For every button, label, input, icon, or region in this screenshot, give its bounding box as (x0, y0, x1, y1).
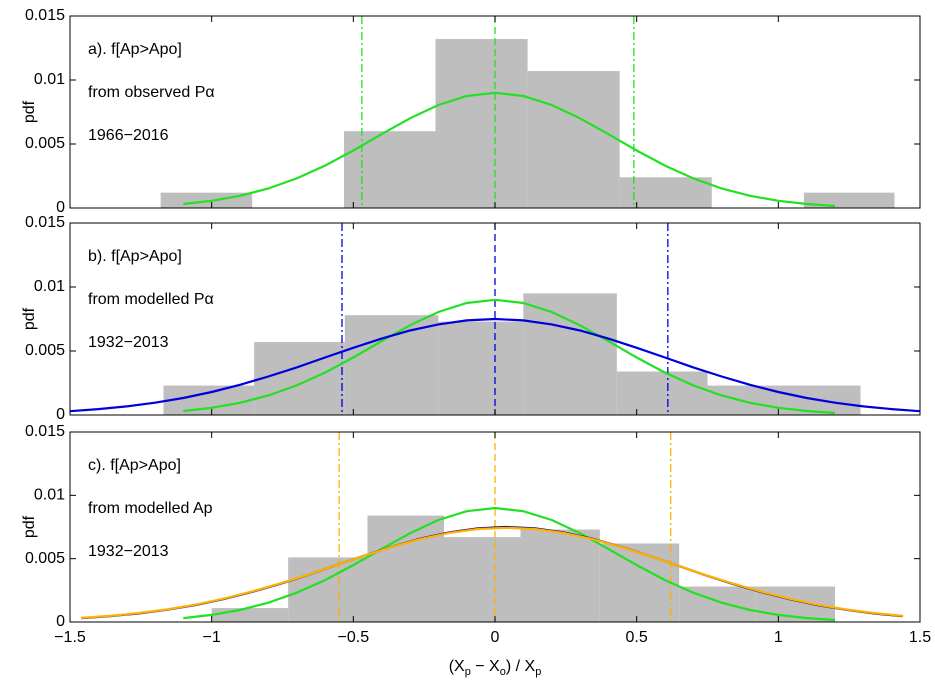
x-tick-label: 1.5 (909, 629, 931, 646)
x-axis-label-subscript: p (465, 666, 471, 678)
annotation: c). f[Ap>Apo] (88, 457, 181, 474)
x-axis-label-part: − X (471, 658, 500, 675)
pdf-curve (183, 91, 836, 208)
histogram-bar (343, 131, 436, 208)
x-axis-label: (Xp − Xo) / Xp (449, 658, 542, 678)
y-tick-label: 0 (56, 199, 65, 216)
x-tick-label: −0.5 (338, 629, 370, 646)
pdf-curve (69, 317, 921, 413)
y-tick-label: 0.015 (25, 423, 65, 440)
histogram-bar (619, 177, 712, 208)
y-axis-label: pdf (21, 515, 38, 538)
histogram-bar (803, 192, 895, 208)
histogram-bar (599, 543, 680, 622)
y-tick-label: 0.01 (34, 487, 65, 504)
x-axis-label-part: (X (449, 658, 465, 675)
x-axis-label-subscript: p (535, 666, 541, 678)
pdf-curve (183, 506, 836, 622)
y-tick-label: 0 (56, 406, 65, 423)
annotation: 1932−2013 (88, 334, 169, 351)
y-tick-label: 0.015 (25, 7, 65, 24)
y-tick-label: 0.005 (25, 342, 65, 359)
y-tick-label: 0.01 (34, 71, 65, 88)
x-axis-label-subscript: o (500, 666, 506, 678)
y-tick-label: 0.01 (34, 278, 65, 295)
y-axis-label: pdf (21, 100, 38, 123)
histogram-bar (527, 71, 620, 208)
annotation: from modelled Ap (88, 500, 213, 517)
y-tick-label: 0.005 (25, 135, 65, 152)
histogram-bar (254, 342, 345, 415)
annotation: from observed Pα (88, 84, 215, 101)
x-tick-label: 1 (774, 629, 783, 646)
x-axis-label-part: ) / X (506, 658, 536, 675)
x-tick-label: −1.5 (54, 629, 86, 646)
y-tick-label: 0.015 (25, 214, 65, 231)
x-tick-label: 0 (491, 629, 500, 646)
annotation: a). f[Ap>Apo] (88, 41, 182, 58)
histogram-bar (344, 315, 439, 415)
annotation: 1966−2016 (88, 127, 169, 144)
y-axis-label: pdf (21, 307, 38, 330)
y-tick-label: 0 (56, 613, 65, 630)
histogram-bar (367, 515, 444, 622)
histogram-bar (520, 529, 600, 622)
x-tick-label: 0.5 (626, 629, 648, 646)
histogram-bar (163, 385, 255, 415)
histogram-bar (444, 537, 521, 622)
y-tick-label: 0.005 (25, 550, 65, 567)
annotation: b). f[Ap>Apo] (88, 248, 182, 265)
annotation: from modelled Pα (88, 291, 214, 308)
histogram-bar (435, 39, 528, 208)
histogram-bar (211, 608, 289, 622)
pdf-curve (81, 526, 904, 619)
x-tick-label: −1 (203, 629, 221, 646)
pdf-curve (183, 298, 836, 415)
histogram-bar (438, 321, 524, 415)
histogram-bar (616, 371, 708, 415)
histogram-bar (523, 293, 617, 415)
annotation: 1932−2013 (88, 543, 169, 560)
